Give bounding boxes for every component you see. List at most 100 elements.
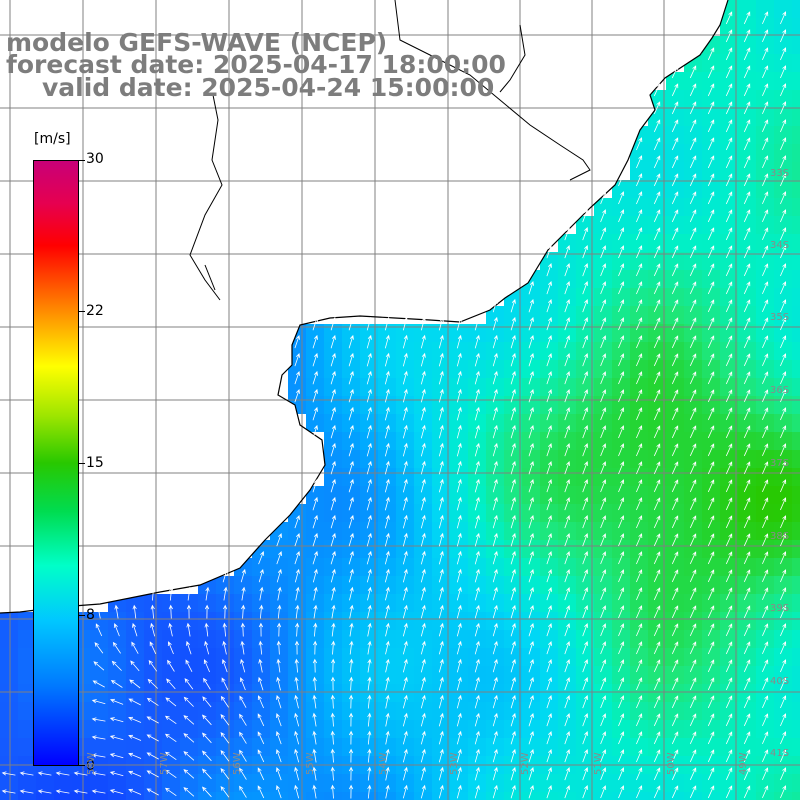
wind-speed-cell bbox=[702, 792, 720, 800]
wind-arrow bbox=[564, 497, 570, 511]
wind-arrow bbox=[671, 551, 679, 565]
wind-speed-cell bbox=[522, 720, 540, 738]
wind-speed-cell bbox=[576, 414, 594, 432]
wind-arrow bbox=[743, 389, 751, 403]
wind-speed-cell bbox=[666, 648, 684, 666]
wind-arrow bbox=[618, 245, 625, 259]
wind-speed-cell bbox=[414, 774, 432, 792]
wind-speed-cell bbox=[792, 522, 800, 540]
wind-arrow bbox=[743, 47, 751, 61]
wind-speed-cell bbox=[162, 612, 180, 630]
wind-speed-cell bbox=[72, 774, 90, 792]
wind-speed-cell bbox=[576, 612, 594, 630]
wind-speed-cell bbox=[522, 396, 540, 414]
wind-speed-cell bbox=[360, 738, 378, 756]
wind-arrow bbox=[780, 731, 787, 745]
wind-speed-cell bbox=[684, 720, 702, 738]
wind-speed-cell bbox=[738, 0, 756, 18]
wind-arrow bbox=[725, 11, 733, 25]
wind-arrow bbox=[420, 622, 426, 637]
wind-arrow bbox=[312, 568, 318, 583]
wind-speed-cell bbox=[576, 486, 594, 504]
wind-arrow bbox=[564, 533, 570, 547]
wind-speed-cell bbox=[468, 540, 486, 558]
wind-arrow bbox=[653, 227, 661, 241]
wind-speed-cell bbox=[144, 774, 162, 792]
wind-speed-cell bbox=[270, 738, 288, 756]
wind-speed-cell bbox=[684, 630, 702, 648]
wind-arrow bbox=[510, 388, 516, 403]
wind-arrow bbox=[653, 245, 661, 259]
wind-speed-cell bbox=[774, 684, 792, 702]
wind-arrow bbox=[582, 569, 589, 583]
wind-arrow bbox=[636, 155, 643, 169]
wind-speed-cell bbox=[792, 162, 800, 180]
wind-arrow bbox=[149, 641, 157, 655]
wind-speed-cell bbox=[486, 342, 504, 360]
wind-speed-cell bbox=[396, 450, 414, 468]
wind-speed-cell bbox=[720, 270, 738, 288]
wind-speed-cell bbox=[612, 396, 630, 414]
wind-arrow bbox=[653, 695, 661, 709]
wind-speed-cell bbox=[270, 630, 288, 648]
wind-speed-cell bbox=[432, 666, 450, 684]
wind-arrow bbox=[331, 586, 336, 601]
wind-speed-cell bbox=[450, 414, 468, 432]
wind-arrow bbox=[220, 768, 230, 780]
wind-speed-cell bbox=[720, 396, 738, 414]
wind-arrow bbox=[528, 280, 534, 295]
wind-speed-cell bbox=[432, 738, 450, 756]
wind-arrow bbox=[510, 370, 516, 385]
wind-speed-cell bbox=[594, 774, 612, 792]
colorbar-tickmark bbox=[79, 160, 85, 161]
wind-speed-cell bbox=[252, 576, 270, 594]
wind-arrow bbox=[636, 677, 643, 691]
wind-speed-cell bbox=[540, 702, 558, 720]
wind-speed-cell bbox=[0, 648, 18, 666]
wind-speed-cell bbox=[630, 234, 648, 252]
wind-speed-cell bbox=[324, 324, 342, 342]
wind-arrow bbox=[384, 334, 390, 349]
wind-arrow bbox=[689, 641, 697, 655]
wind-arrow bbox=[366, 496, 372, 511]
wind-arrow bbox=[474, 748, 480, 763]
wind-speed-cell bbox=[396, 702, 414, 720]
wind-speed-cell bbox=[684, 612, 702, 630]
wind-speed-cell bbox=[324, 576, 342, 594]
wind-speed-cell bbox=[756, 792, 774, 800]
wind-speed-cell bbox=[756, 468, 774, 486]
wind-speed-cell bbox=[666, 414, 684, 432]
wind-speed-cell bbox=[756, 90, 774, 108]
wind-speed-cell bbox=[738, 648, 756, 666]
wind-speed-cell bbox=[468, 774, 486, 792]
wind-arrow bbox=[402, 370, 408, 385]
wind-arrow bbox=[366, 478, 372, 493]
colorbar-tick-30: 30 bbox=[86, 151, 104, 167]
wind-speed-cell bbox=[360, 414, 378, 432]
wind-speed-cell bbox=[432, 558, 450, 576]
wind-speed-cell bbox=[90, 648, 108, 666]
wind-arrow bbox=[618, 731, 625, 745]
wind-speed-cell bbox=[432, 324, 450, 342]
wind-arrow bbox=[725, 713, 733, 727]
wind-arrow bbox=[762, 227, 769, 241]
wind-arrow bbox=[743, 173, 751, 187]
wind-arrow bbox=[222, 622, 227, 637]
wind-speed-cell bbox=[342, 558, 360, 576]
wind-arrow bbox=[582, 443, 589, 457]
wind-arrow bbox=[438, 370, 444, 385]
wind-speed-cell bbox=[306, 648, 324, 666]
wind-arrow bbox=[725, 155, 733, 169]
wind-speed-cell bbox=[684, 666, 702, 684]
wind-speed-cell bbox=[486, 360, 504, 378]
wind-speed-cell bbox=[684, 432, 702, 450]
wind-speed-cell bbox=[234, 702, 252, 720]
wind-speed-cell bbox=[774, 306, 792, 324]
wind-arrow bbox=[707, 209, 715, 223]
wind-arrow bbox=[671, 497, 679, 511]
wind-arrow bbox=[636, 263, 643, 277]
wind-speed-cell bbox=[252, 738, 270, 756]
wind-arrow bbox=[474, 406, 480, 421]
wind-arrow bbox=[312, 388, 318, 403]
wind-arrow bbox=[653, 173, 661, 187]
